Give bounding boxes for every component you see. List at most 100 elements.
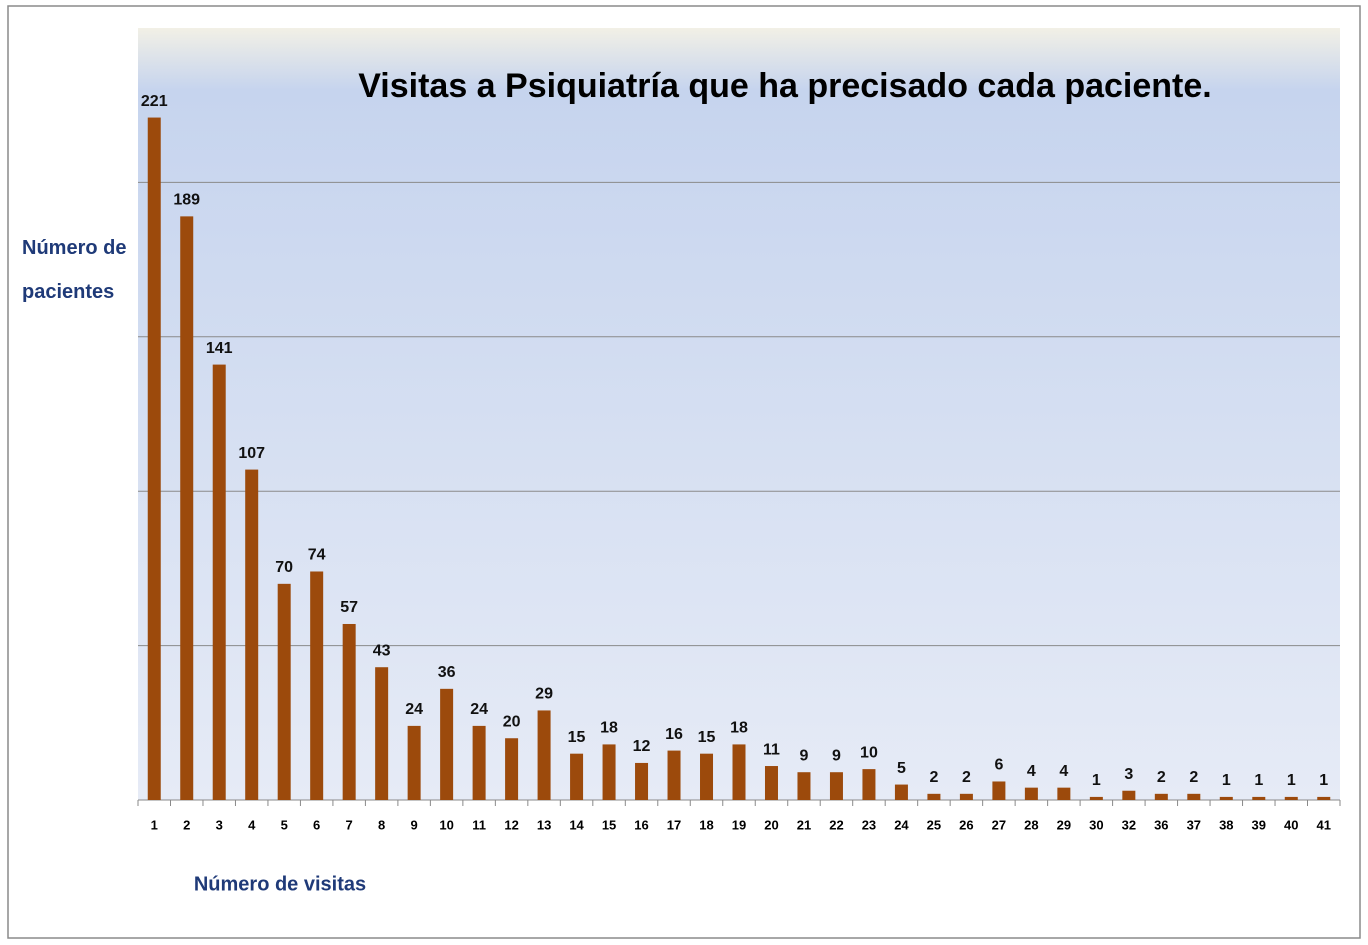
data-label: 12 [633,738,651,755]
bar [1154,793,1168,800]
data-label: 15 [568,729,586,746]
data-label: 18 [730,720,748,737]
x-tick-label: 10 [439,817,453,832]
data-label: 15 [698,729,716,746]
bar [829,772,843,800]
data-label: 11 [763,741,780,758]
x-tick-label: 29 [1057,817,1071,832]
data-label: 1 [1222,772,1231,789]
x-tick-label: 28 [1024,817,1038,832]
x-tick-label: 32 [1122,817,1136,832]
data-label: 20 [503,713,521,730]
x-tick-label: 1 [151,817,158,832]
bar [732,744,746,800]
bar [635,762,649,800]
x-tick-label: 20 [764,817,778,832]
x-tick-label: 22 [829,817,843,832]
y-axis-label: Número de pacientes [22,237,127,303]
bar [1187,793,1201,800]
bar [959,793,973,800]
plot-area [138,28,1340,800]
data-label: 57 [340,599,358,616]
bar [764,766,778,800]
data-label: 16 [665,726,683,743]
x-tick-label: 36 [1154,817,1168,832]
x-tick-label: 17 [667,817,681,832]
bar [570,753,584,800]
bar [1219,796,1233,800]
bar [310,571,324,800]
bar [1024,787,1038,800]
data-label: 4 [1059,763,1068,780]
data-label: 9 [800,747,809,764]
data-label: 10 [860,744,878,761]
bar [407,725,421,800]
bar [505,738,519,800]
bar [1122,790,1136,800]
bar [277,583,291,800]
bar [602,744,616,800]
x-tick-label: 13 [537,817,551,832]
bar [245,469,259,800]
x-tick-label: 2 [183,817,190,832]
x-tick-label: 8 [378,817,385,832]
x-tick-label: 15 [602,817,616,832]
x-tick-label: 38 [1219,817,1233,832]
x-tick-label: 25 [927,817,941,832]
x-tick-label: 16 [634,817,648,832]
x-tick-label: 18 [699,817,713,832]
x-tick-label: 37 [1187,817,1201,832]
bar [1252,796,1266,800]
bar [342,623,356,800]
bar [1089,796,1103,800]
bar [700,753,714,800]
data-label: 6 [994,757,1003,774]
x-tick-label: 11 [472,817,486,832]
bar [537,710,551,800]
bar [1284,796,1298,800]
bar [797,772,811,800]
bar [1317,796,1331,800]
bar [992,781,1006,800]
bar [472,725,486,800]
data-label: 2 [1157,769,1166,786]
data-label: 18 [600,720,618,737]
data-label: 107 [238,445,265,462]
data-label: 2 [1189,769,1198,786]
x-tick-label: 24 [894,817,909,832]
bar [147,117,161,800]
data-label: 1 [1287,772,1296,789]
data-label: 3 [1124,766,1133,783]
x-tick-label: 19 [732,817,746,832]
x-tick-label: 40 [1284,817,1298,832]
data-label: 29 [535,686,553,703]
data-label: 36 [438,664,456,681]
bar [1057,787,1071,800]
x-tick-label: 14 [569,817,584,832]
x-tick-label: 30 [1089,817,1103,832]
data-label: 2 [929,769,938,786]
x-tick-label: 3 [216,817,223,832]
bar [894,784,908,800]
data-label: 1 [1092,772,1101,789]
x-tick-label: 6 [313,817,320,832]
data-label: 4 [1027,763,1036,780]
x-tick-label: 39 [1252,817,1266,832]
data-label: 24 [405,701,423,718]
bar [180,216,194,801]
x-tick-label: 5 [281,817,288,832]
x-tick-label: 41 [1317,817,1331,832]
data-label: 2 [962,769,971,786]
data-label: 9 [832,747,841,764]
bar [927,793,941,800]
x-tick-label: 27 [992,817,1006,832]
x-tick-label: 26 [959,817,973,832]
data-label: 70 [275,559,293,576]
bar [375,667,389,800]
x-tick-label: 4 [248,817,256,832]
bar [862,769,876,800]
data-label: 24 [470,701,488,718]
x-tick-label: 12 [504,817,518,832]
